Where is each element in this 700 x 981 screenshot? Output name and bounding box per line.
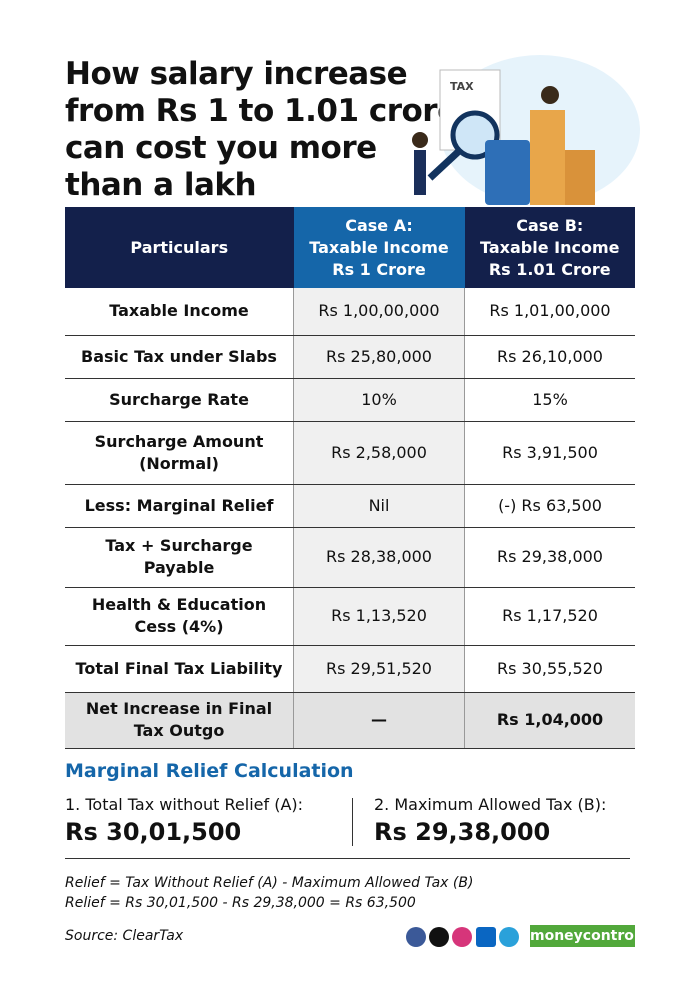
cell: Rs 30,55,520 [464,645,635,693]
cell: — [293,692,465,749]
tax-table: Particulars Case A: Taxable Income Rs 1 Cro… [65,207,635,749]
cell: Less: Marginal Relief [65,484,294,528]
table-row: Surcharge Amount (Normal) Rs 2,58,000 Rs 3… [65,421,635,485]
icon [452,927,472,947]
cell: Taxable Income [65,288,294,336]
coins [565,150,595,205]
cell: Rs 1,04,000 [464,692,635,749]
title-line: How salary increase [65,56,408,92]
table-row: Tax + Surcharge Payable Rs 28,38,000 Rs 29… [65,527,635,588]
header-line: Taxable Income [480,237,620,257]
cell: Tax + Surcharge Payable [65,527,294,588]
rule [65,858,630,859]
formula: Relief = Rs 30,01,500 - Rs 29,38,000 = R… [65,895,416,911]
table-row: Basic Tax under Slabs Rs 25,80,000 Rs 26,1… [65,335,635,379]
icon [499,927,519,947]
calc-label: 2. Maximum Allowed Tax (B): [374,795,607,814]
column-header: Case A: Taxable Income Rs 1 Crore [293,207,465,288]
social-icons [406,927,519,947]
header-line: Rs 1.01 Crore [488,259,611,279]
cell: Surcharge Amount (Normal) [65,421,294,485]
header-row: Particulars Case A: Taxable Income Rs 1 Cro… [65,207,635,288]
cell: Nil [293,484,465,528]
magnifier-handle [427,149,461,181]
person [412,132,428,148]
header-line: Rs 1 Crore [332,259,426,279]
icon [476,927,496,947]
cell: Rs 1,13,520 [293,587,465,646]
formula: Relief = Tax Without Relief (A) - Maximu… [65,875,474,891]
calc-item: 2. Maximum Allowed Tax (B): Rs 29,38,000 [374,795,606,846]
cell: Basic Tax under Slabs [65,335,294,379]
coins [530,110,565,205]
cell: Rs 25,80,000 [293,335,465,379]
header-line: Particulars [130,237,229,257]
table-row: Health & Education Cess (4%) Rs 1,13,520 R… [65,587,635,646]
title-line: than a lakh [65,167,257,203]
cell: Rs 1,17,520 [464,587,635,646]
column-header: Particulars [65,207,294,288]
cell: Surcharge Rate [65,378,294,422]
table-row: Net Increase in Final Tax Outgo — Rs 1,04,… [65,692,635,749]
cell: Rs 3,91,500 [464,421,635,485]
cell: Rs 29,38,000 [464,527,635,588]
calc-item: 1. Total Tax without Relief (A): Rs 30,0… [65,795,303,846]
cell: Rs 1,00,00,000 [293,288,465,336]
calculator [485,140,530,205]
cell: Health & Education Cess (4%) [65,587,294,646]
calc-value: Rs 29,38,000 [374,818,551,846]
title-line: can cost you more [65,130,377,166]
illustration: TAX [412,55,640,205]
source: Source: ClearTax [65,928,184,944]
section-title: Marginal Relief Calculation [65,760,354,782]
formulas: Relief = Tax Without Relief (A) - Maximu… [65,873,473,913]
title: How salary increase from Rs 1 to 1.01 cro… [65,56,458,204]
cell: (-) Rs 63,500 [464,484,635,528]
table-row: Taxable Income Rs 1,00,00,000 Rs 1,01,00,0… [65,288,635,336]
title-line: from Rs 1 to 1.01 crore [65,93,458,129]
cell: 10% [293,378,465,422]
header-line: Taxable Income [309,237,449,257]
cell: Rs 29,51,520 [293,645,465,693]
cell: Total Final Tax Liability [65,645,294,693]
icon [406,927,426,947]
doc-label: TAX [450,80,474,93]
person [414,150,426,195]
person [541,86,559,104]
table-row: Less: Marginal Relief Nil (-) Rs 63,500 [65,484,635,528]
table-row: Surcharge Rate 10% 15% [65,378,635,422]
calc-value: Rs 30,01,500 [65,818,242,846]
icon [429,927,449,947]
calc-label: 1. Total Tax without Relief (A): [65,795,304,814]
cell: Net Increase in Final Tax Outgo [65,692,294,749]
cell: Rs 2,58,000 [293,421,465,485]
header-line: Case A: [345,215,413,235]
brand: moneycontrol [530,925,639,947]
header-line: Case B: [516,215,584,235]
table-row: Total Final Tax Liability Rs 29,51,520 Rs … [65,645,635,693]
divider [352,798,353,846]
cell: Rs 1,01,00,000 [464,288,635,336]
cell: Rs 28,38,000 [293,527,465,588]
cell: Rs 26,10,000 [464,335,635,379]
cell: 15% [464,378,635,422]
column-header: Case B: Taxable Income Rs 1.01 Crore [464,207,635,288]
